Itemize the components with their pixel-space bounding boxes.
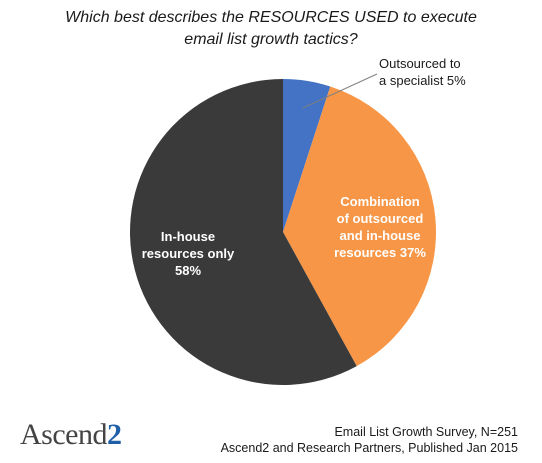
- slice-label-in-house-line-1: In-house: [160, 229, 216, 244]
- slice-label-combination-line-1: Combination: [340, 194, 420, 209]
- source-line-2: Ascend2 and Research Partners, Published…: [220, 441, 518, 455]
- slice-label-combination-line-4: resources 37%: [334, 245, 426, 260]
- chart-title-line-2: email list growth tactics?: [184, 31, 358, 48]
- pie-slice-combination: [283, 86, 436, 367]
- source-note: Email List Growth Survey, N=251 Ascend2 …: [221, 424, 518, 456]
- callout-leader-line: [302, 73, 378, 109]
- pie-slice-in-house: [129, 79, 357, 385]
- slice-label-combination-line-3: and in-house: [339, 228, 421, 243]
- logo-number: 2: [106, 418, 122, 451]
- slice-label-outsourced-line-2: a specialist 5%: [379, 73, 466, 88]
- slice-label-combination: Combination of outsourced and in-house r…: [324, 193, 436, 261]
- slice-label-outsourced: Outsourced to a specialist 5%: [379, 55, 466, 89]
- slice-label-combination-line-2: of outsourced: [336, 211, 424, 226]
- slice-label-outsourced-line-1: Outsourced to: [379, 56, 461, 71]
- slice-label-in-house: In-house resources only 58%: [128, 228, 248, 279]
- source-line-1: Email List Growth Survey, N=251: [334, 425, 518, 439]
- chart-title: Which best describes the RESOURCES USED …: [0, 7, 542, 51]
- chart-title-line-1: Which best describes the RESOURCES USED …: [65, 9, 477, 26]
- slice-label-in-house-line-2: resources only: [141, 246, 235, 261]
- ascend2-logo: Ascend2: [20, 418, 122, 452]
- pie-slice-outsourced: [283, 79, 331, 232]
- slice-label-in-house-line-3: 58%: [174, 263, 202, 278]
- pie-slices: [129, 79, 436, 385]
- logo-word: Ascend: [20, 418, 107, 451]
